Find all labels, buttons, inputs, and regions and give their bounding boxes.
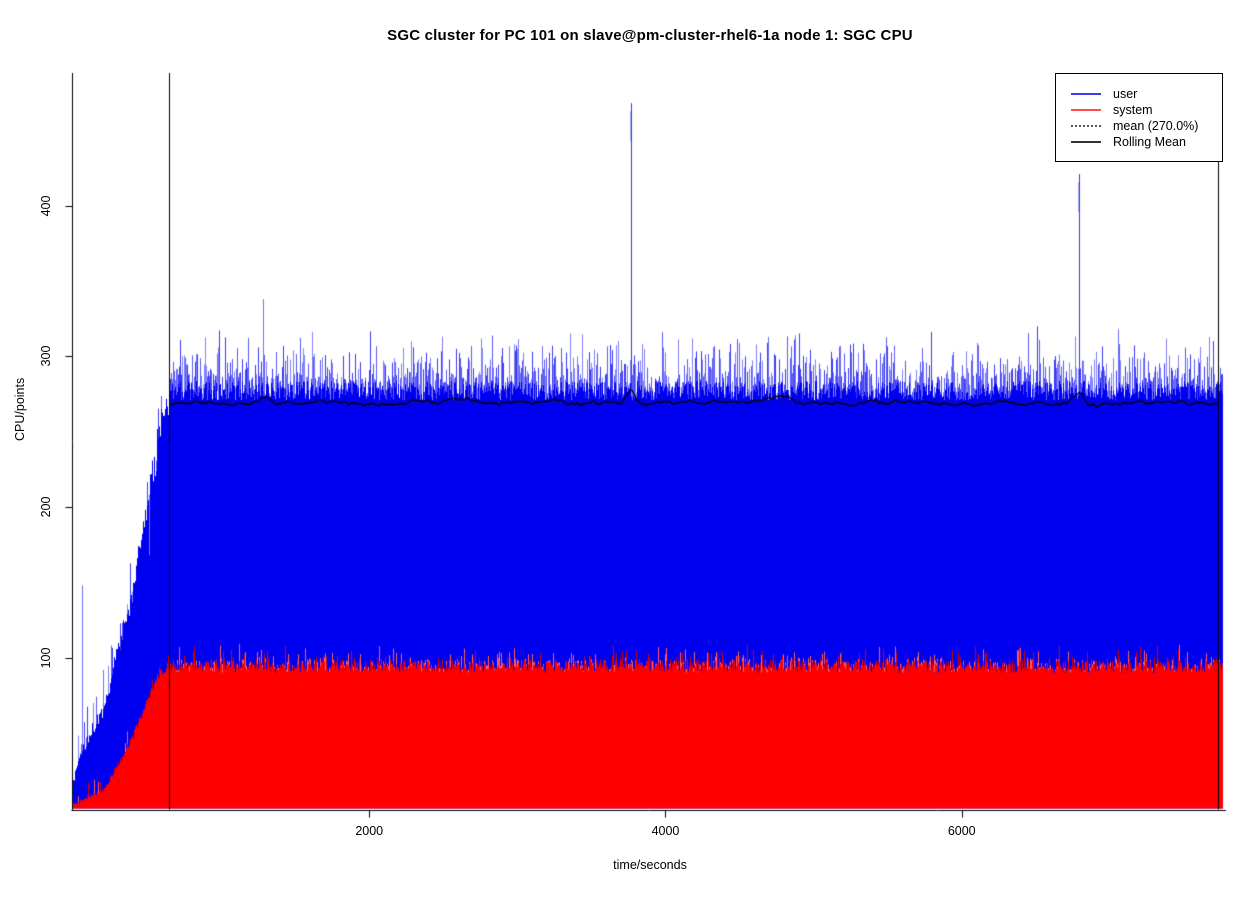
legend-label-system: system (1113, 102, 1153, 117)
y-tick-label-400: 400 (39, 195, 53, 217)
legend-item-rolling-mean: Rolling Mean (1056, 134, 1222, 149)
x-axis-label: time/seconds (613, 858, 687, 872)
mean-dotted-line-sample-icon (1071, 124, 1101, 127)
legend-label-mean: mean (270.0%) (1113, 118, 1199, 133)
chart-title: SGC cluster for PC 101 on slave@pm-clust… (387, 27, 913, 44)
y-tick-label-200: 200 (39, 496, 53, 518)
legend-item-user: user (1056, 86, 1222, 101)
x-tick-label-2000: 2000 (355, 824, 384, 838)
legend-box: user system mean (270.0%) Rolling Mean (1055, 73, 1223, 162)
legend-label-rolling-mean: Rolling Mean (1113, 134, 1186, 149)
system-line-sample-icon (1071, 108, 1101, 111)
legend-item-mean: mean (270.0%) (1056, 118, 1222, 133)
x-tick-label-4000: 4000 (651, 824, 680, 838)
user-line-sample-icon (1071, 92, 1101, 95)
legend-label-user: user (1113, 86, 1138, 101)
y-tick-label-300: 300 (39, 346, 53, 367)
y-tick-label-100: 100 (39, 647, 53, 669)
rolling-mean-line-sample-icon (1071, 140, 1101, 143)
x-tick-label-6000: 6000 (947, 824, 976, 838)
legend-item-system: system (1056, 102, 1222, 117)
